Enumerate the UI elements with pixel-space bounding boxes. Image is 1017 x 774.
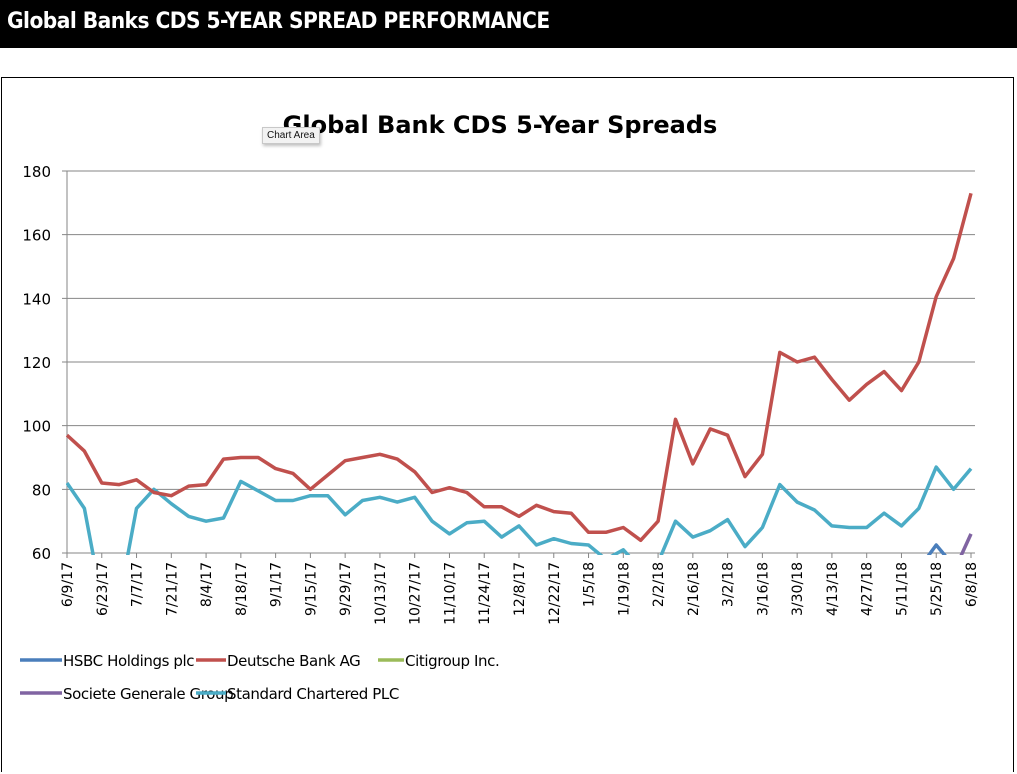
x-tick-label: 10/13/17 — [373, 562, 389, 625]
x-tick-label: 7/7/17 — [130, 562, 146, 607]
chart-title: Global Bank CDS 5-Year Spreads — [283, 111, 718, 139]
legend-item-deutsche-bank-ag[interactable]: Deutsche Bank AG — [196, 652, 361, 670]
x-tick-label: 6/23/17 — [95, 562, 111, 616]
x-tick-label: 10/27/17 — [408, 562, 424, 625]
page-title: Global Banks CDS 5-YEAR SPREAD PERFORMAN… — [7, 9, 550, 34]
y-tick-label: 180 — [22, 163, 51, 181]
x-tick-label: 11/24/17 — [477, 562, 493, 625]
x-tick-label: 12/8/17 — [512, 562, 528, 616]
x-tick-label: 2/16/18 — [686, 562, 702, 616]
series-line-standard-chartered-plc[interactable] — [66, 465, 973, 601]
x-tick-label: 2/2/18 — [651, 562, 667, 607]
legend-label: HSBC Holdings plc — [63, 652, 194, 670]
y-tick-label: 100 — [22, 418, 51, 436]
x-tick-label: 9/15/17 — [303, 562, 319, 616]
x-tick-label: 3/2/18 — [721, 562, 737, 607]
legend-item-citigroup-inc-[interactable]: Citigroup Inc. — [378, 652, 500, 670]
x-tick-label: 8/18/17 — [234, 562, 250, 616]
x-tick-label: 9/29/17 — [338, 562, 354, 616]
legend-label: Standard Chartered PLC — [227, 685, 399, 703]
x-tick-label: 1/19/18 — [616, 562, 632, 616]
x-tick-label: 9/1/17 — [269, 562, 285, 607]
x-tick-label: 6/9/17 — [60, 562, 76, 607]
x-tick-label: 12/22/17 — [547, 562, 563, 625]
legend-label: Societe Generale Group — [63, 685, 233, 703]
x-tick-label: 11/10/17 — [442, 562, 458, 625]
y-tick-label: 160 — [22, 227, 51, 245]
x-tick-label: 5/11/18 — [894, 562, 910, 616]
x-axis: 6/9/17 6/23/17 7/7/17 7/21/17 8/4/17 8/18/17 9… — [60, 552, 980, 625]
x-tick-label: 5/25/18 — [929, 562, 945, 616]
legend-item-societe-generale-group[interactable]: Societe Generale Group — [20, 685, 234, 703]
x-tick-label: 7/21/17 — [164, 562, 180, 616]
series-lines — [66, 192, 973, 601]
x-tick-label: 4/13/18 — [825, 562, 841, 616]
legend-item-hsbc-holdings-plc[interactable]: HSBC Holdings plc — [20, 652, 195, 670]
chart-area[interactable] — [1, 77, 1014, 772]
x-tick-label: 3/16/18 — [755, 562, 771, 616]
x-tick-label: 6/8/18 — [964, 562, 980, 607]
y-tick-label: 60 — [32, 545, 51, 563]
legend-label: Citigroup Inc. — [405, 652, 499, 670]
legend-item-standard-chartered-plc[interactable]: Standard Chartered PLC — [196, 685, 399, 703]
y-tick-label: 120 — [22, 354, 51, 372]
y-tick-label: 80 — [32, 481, 51, 499]
chart-area-tooltip: Chart Area — [262, 127, 320, 144]
series-line-hsbc-holdings-plc[interactable] — [919, 543, 954, 569]
x-tick-label: 8/4/17 — [199, 562, 215, 607]
x-tick-label: 4/27/18 — [860, 562, 876, 616]
y-tick-label: 140 — [22, 290, 51, 308]
legend: HSBC Holdings plc Deutsche Bank AG Citigro… — [20, 652, 500, 703]
x-tick-label: 1/5/18 — [582, 562, 598, 607]
y-axis: 60 80 100 120 140 160 180 — [22, 163, 68, 563]
legend-label: Deutsche Bank AG — [227, 652, 360, 670]
x-tick-label: 3/30/18 — [790, 562, 806, 616]
series-line-societe-generale-group[interactable] — [954, 533, 973, 572]
gridlines — [62, 170, 975, 554]
page-header: Global Banks CDS 5-YEAR SPREAD PERFORMAN… — [0, 0, 1017, 48]
series-line-deutsche-bank-ag[interactable] — [66, 192, 973, 543]
